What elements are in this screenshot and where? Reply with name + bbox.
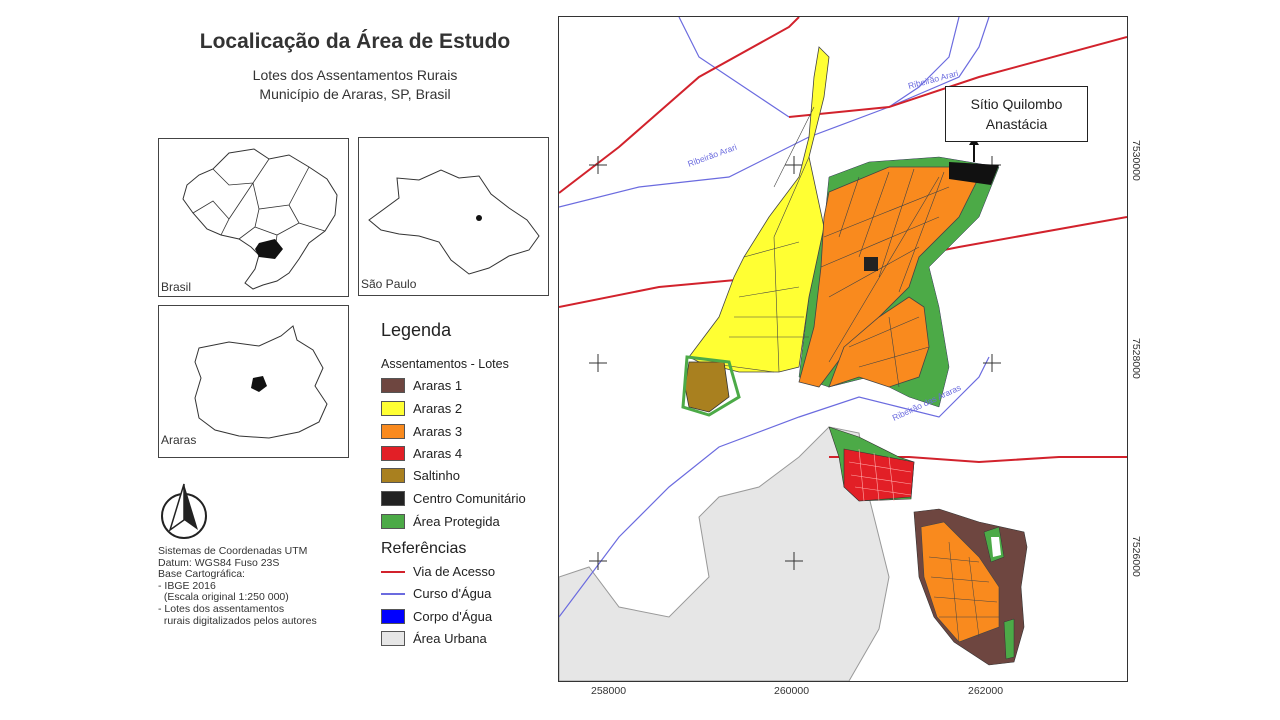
araras-municipality-map [194, 325, 328, 439]
stream-north [678, 17, 790, 118]
legend-title: Legenda [381, 320, 452, 340]
inset-label-sao-paulo: São Paulo [361, 277, 417, 291]
legend-swatch [381, 400, 405, 416]
legend-item-area-protegida: Área Protegida [381, 513, 500, 529]
legend-label: Araras 2 [413, 400, 463, 416]
reference-item-area-urbana: Área Urbana [381, 630, 487, 646]
legend-swatch [381, 445, 405, 461]
legend-swatch [381, 608, 405, 624]
coordinate-note-line: - Lotes dos assentamentos [158, 602, 285, 615]
assentamento-saltinho [684, 361, 730, 413]
stream-araras [559, 356, 990, 618]
inset-label-brasil: Brasil [161, 280, 192, 294]
legend-subtitle: Assentamentos - Lotes [381, 357, 509, 371]
inset-label-araras: Araras [161, 433, 197, 447]
assentamento-araras-3-southeast [920, 521, 1000, 643]
araras-highlight [476, 215, 482, 221]
legend-label: Araras 1 [413, 377, 463, 393]
legend-item-araras-2: Araras 2 [381, 400, 462, 416]
main-map-frame: Ribeirão Arari Ribeirão Arari Ribeirão d… [558, 16, 1128, 682]
x-tick-label: 258000 [591, 685, 627, 697]
legend-item-araras-4: Araras 4 [381, 445, 462, 461]
x-tick-label: 262000 [968, 685, 1004, 697]
reference-item-corpo-dagua: Corpo d'Água [381, 608, 492, 624]
stream-tributary [888, 17, 960, 108]
coordinate-note: Sistemas de Coordenadas UTM Datum: WGS84… [158, 545, 317, 627]
map-subtitle-2: Município de Araras, SP, Brasil [259, 86, 451, 102]
reference-label: Corpo d'Água [413, 608, 493, 624]
community-center [864, 257, 878, 271]
main-map-canvas: Ribeirão Arari Ribeirão Arari Ribeirão d… [559, 17, 1127, 681]
coordinate-note-line: (Escala original 1:250 000) [158, 591, 289, 604]
legend-swatch [381, 423, 405, 439]
legend-item-centro-comunitario: Centro Comunitário [381, 490, 526, 506]
y-tick-label: 7528000 [1130, 338, 1142, 379]
brasil-map [182, 148, 338, 290]
reference-item-via-de-acesso: Via de Acesso [381, 563, 495, 579]
legend-label: Centro Comunitário [413, 490, 526, 506]
inset-araras: Araras [158, 305, 349, 458]
callout-sitio-quilombo: Sítio Quilombo Anastácia [945, 86, 1088, 142]
legend-label: Área Protegida [413, 513, 500, 529]
references-title: Referências [381, 540, 467, 557]
reference-label: Área Urbana [413, 630, 487, 646]
map-title: Localicação da Área de Estudo [199, 30, 511, 53]
coordinate-note-line: Base Cartográfica: [158, 568, 245, 581]
legend-label: Saltinho [413, 467, 460, 483]
legend-label: Araras 4 [413, 445, 463, 461]
sitio-quilombo-anastacia [949, 162, 999, 185]
north-arrow-icon [161, 483, 207, 539]
legend-line-swatch [381, 586, 405, 601]
assentamento-araras-3-south [828, 296, 930, 388]
legend-swatch [381, 467, 405, 483]
sao-paulo-highlight [255, 239, 283, 259]
legend-swatch [381, 490, 405, 506]
inset-brasil: Brasil [158, 138, 349, 297]
sao-paulo-map [368, 169, 540, 275]
reference-item-curso-dagua: Curso d'Água [381, 585, 491, 601]
legend-swatch [381, 513, 405, 529]
legend-line-swatch [381, 564, 405, 579]
stream-arari [559, 17, 990, 208]
coordinate-note-line: Sistemas de Coordenadas UTM [158, 545, 308, 557]
callout-line: Anastácia [985, 116, 1048, 132]
y-tick-label: 7526000 [1130, 536, 1142, 577]
legend-item-araras-3: Araras 3 [381, 423, 462, 439]
road-northeast [788, 36, 1127, 118]
inset-sao-paulo: São Paulo [358, 137, 549, 296]
legend-swatch [381, 377, 405, 393]
coordinate-note-line: Datum: WGS84 Fuso 23S [158, 556, 280, 569]
map-subtitle-1: Lotes dos Assentamentos Rurais [252, 67, 458, 83]
legend-label: Araras 3 [413, 423, 463, 439]
coordinate-note-line: - IBGE 2016 [158, 579, 216, 592]
reference-label: Curso d'Água [413, 585, 492, 601]
legend-item-saltinho: Saltinho [381, 467, 460, 483]
y-tick-label: 7530000 [1130, 140, 1142, 181]
reference-label: Via de Acesso [413, 563, 496, 579]
callout-line: Sítio Quilombo [970, 96, 1063, 112]
coordinate-note-line: rurais digitalizados pelos autores [158, 614, 317, 627]
legend-item-araras-1: Araras 1 [381, 377, 462, 393]
legend-swatch [381, 630, 405, 646]
x-tick-label: 260000 [774, 685, 810, 697]
road-north [559, 17, 800, 194]
urban-area [559, 426, 890, 681]
river-label: Ribeirão Arari [686, 142, 738, 169]
study-area-highlight [251, 376, 267, 392]
